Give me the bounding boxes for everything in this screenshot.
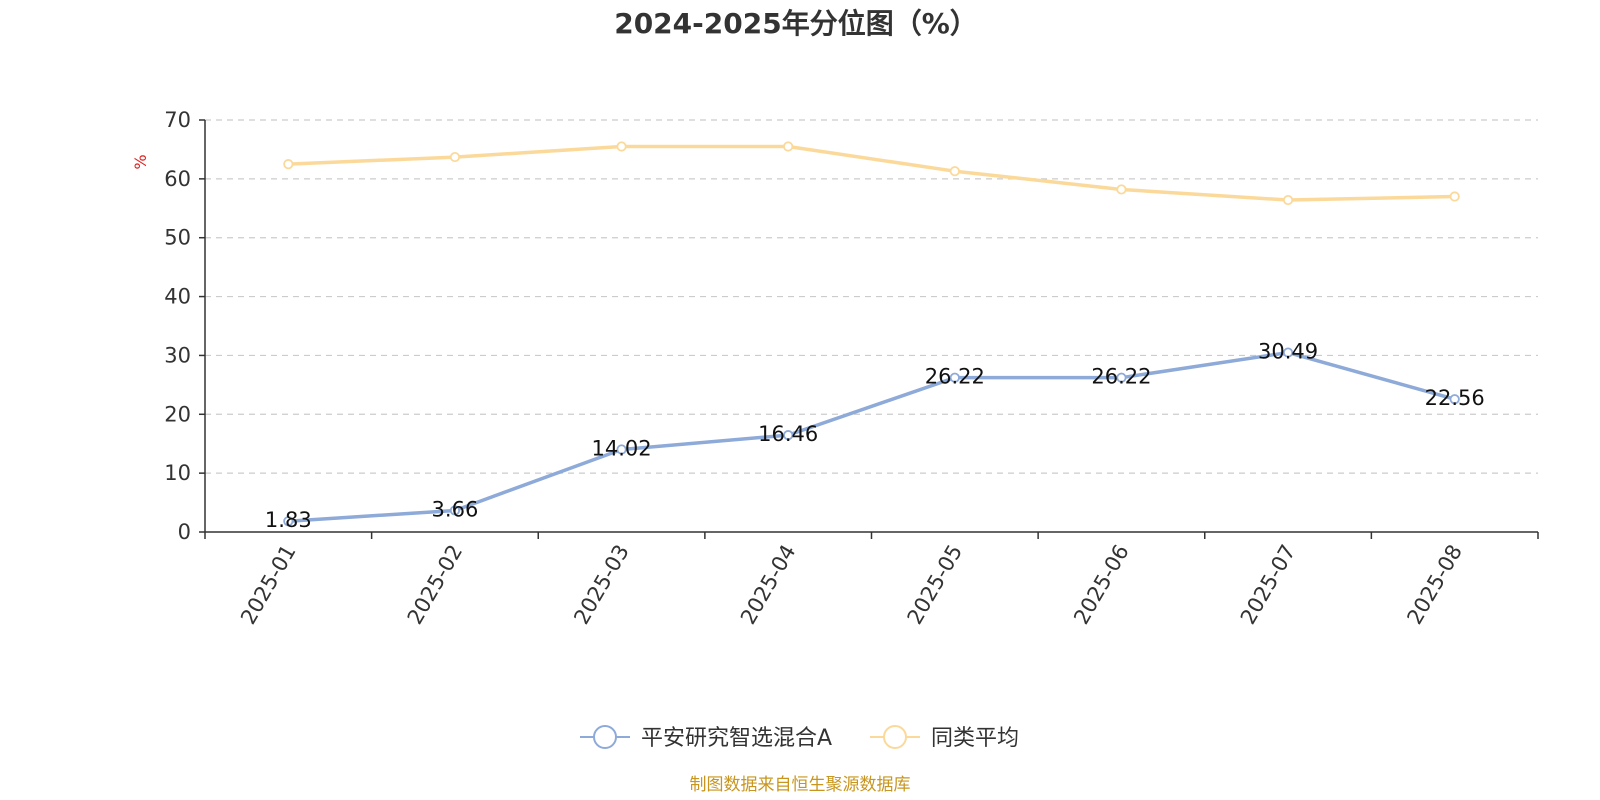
- data-point[interactable]: [783, 141, 794, 152]
- legend-item-0[interactable]: 平安研究智选混合A: [580, 725, 832, 751]
- data-label: 1.83: [265, 508, 312, 532]
- data-point[interactable]: [1282, 347, 1294, 358]
- y-tick-label: 70: [164, 108, 191, 132]
- x-tick-label: 2025-05: [902, 541, 967, 629]
- data-labels: 1.83 3.66 14.02 16.46 26.22 26.22 30.49 22.56: [265, 340, 1485, 533]
- data-point[interactable]: [949, 372, 960, 383]
- y-tick-label: 20: [164, 402, 191, 426]
- data-point[interactable]: [283, 516, 294, 527]
- data-label: 14.02: [592, 436, 652, 460]
- x-tick-label: 2025-06: [1069, 541, 1134, 629]
- source-note: 制图数据来自恒生聚源数据库: [690, 775, 911, 795]
- legend-marker-icon: [593, 725, 617, 749]
- x-tick-label: 2025-07: [1236, 541, 1301, 629]
- x-tick-label: 2025-04: [736, 541, 801, 629]
- y-tick-label: 30: [164, 343, 191, 367]
- series-lines: [283, 141, 1460, 527]
- legend-label: 同类平均: [931, 726, 1019, 751]
- data-point[interactable]: [283, 159, 294, 170]
- y-axis-unit: %: [131, 154, 150, 169]
- data-label: 26.22: [925, 365, 985, 389]
- data-label: 22.56: [1425, 386, 1485, 410]
- data-point[interactable]: [1116, 372, 1127, 383]
- data-point[interactable]: [783, 430, 794, 441]
- data-label: 3.66: [432, 497, 479, 521]
- data-point[interactable]: [449, 505, 461, 516]
- data-point[interactable]: [1449, 191, 1460, 202]
- data-point[interactable]: [1282, 194, 1294, 206]
- y-tick-label: 40: [164, 285, 191, 309]
- chart-title: 2024-2025年分位图（%）: [614, 7, 978, 40]
- x-tick-label: 2025-03: [569, 541, 634, 629]
- series-line-1: [286, 144, 1457, 202]
- x-tick-label: 2025-01: [236, 541, 301, 629]
- series-line-0: [286, 350, 1457, 523]
- data-point[interactable]: [1116, 184, 1127, 195]
- y-tick-label: 0: [178, 520, 191, 544]
- data-point[interactable]: [616, 141, 627, 152]
- data-label: 26.22: [1091, 365, 1151, 389]
- data-label: 30.49: [1258, 340, 1318, 364]
- legend-item-1[interactable]: 同类平均: [870, 725, 1019, 751]
- y-tick-label: 10: [164, 461, 191, 485]
- data-point[interactable]: [1449, 394, 1460, 405]
- data-label: 16.46: [758, 422, 818, 446]
- legend[interactable]: 平安研究智选混合A 同类平均: [580, 725, 1019, 751]
- data-point[interactable]: [449, 151, 461, 163]
- legend-marker-icon: [883, 725, 907, 749]
- x-tick-label: 2025-02: [403, 541, 468, 629]
- y-tick-label: 60: [164, 167, 191, 191]
- x-tick-label: 2025-08: [1402, 541, 1467, 629]
- legend-label: 平安研究智选混合A: [641, 726, 832, 751]
- y-tick-label: 50: [164, 226, 191, 250]
- data-point[interactable]: [949, 166, 960, 177]
- axes: 0 10 20 30 40 50 60 70 2025-01 2025-02 2025-03 2025…: [164, 108, 1539, 629]
- grid-lines: [205, 119, 1538, 474]
- data-point[interactable]: [616, 444, 627, 455]
